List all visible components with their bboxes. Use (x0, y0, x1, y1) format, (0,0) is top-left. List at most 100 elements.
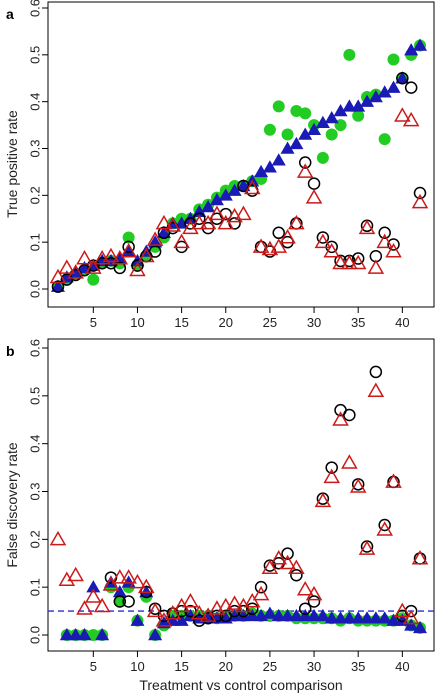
y-tick-label: 0.5 (27, 387, 42, 405)
point-red-open-triangle (270, 238, 288, 253)
point-red-open-triangle (190, 214, 208, 230)
point-red-open-triangle (85, 588, 102, 603)
y-tick-label: 0.4 (27, 93, 42, 111)
point-blue-triangle (315, 608, 330, 622)
x-tick-label: 25 (263, 315, 277, 330)
point-red-open-triangle (120, 243, 137, 258)
point-red-open-triangle (394, 602, 411, 618)
point-black-open-circle (325, 461, 338, 474)
point-blue-triangle (307, 608, 322, 622)
point-red-open-triangle (49, 268, 67, 284)
point-red-open-triangle (305, 585, 323, 601)
point-blue-triangle (156, 225, 171, 239)
y-tick-label: 0.3 (27, 139, 42, 157)
point-blue-triangle (395, 71, 410, 84)
point-red-open-triangle (146, 231, 164, 246)
point-red-open-triangle (76, 250, 93, 265)
point-blue-triangle (289, 608, 304, 622)
point-blue-triangle (298, 127, 313, 140)
x-tick-label: 25 (263, 659, 277, 674)
point-red-open-triangle (190, 604, 208, 620)
point-red-open-triangle (349, 254, 367, 270)
point-red-open-triangle (402, 609, 420, 625)
x-tick-label: 30 (307, 315, 321, 330)
point-red-open-triangle (341, 454, 358, 469)
point-red-open-triangle (288, 559, 305, 575)
point-blue-triangle (59, 628, 74, 641)
point-blue-triangle (280, 141, 295, 154)
point-blue-triangle (112, 584, 127, 598)
point-blue-triangle (130, 613, 145, 626)
point-red-open-triangle (279, 554, 296, 570)
point-red-open-triangle (323, 243, 340, 258)
point-red-open-triangle (76, 600, 93, 615)
point-blue-triangle (209, 193, 224, 206)
point-black-open-circle (307, 595, 321, 608)
point-blue-triangle (139, 584, 154, 598)
point-red-open-triangle (111, 250, 129, 265)
point-blue-triangle (386, 613, 401, 626)
point-blue-triangle (324, 611, 339, 624)
point-black-open-circle (378, 226, 391, 240)
point-red-open-triangle (226, 595, 243, 610)
point-black-open-circle (113, 261, 127, 275)
x-tick-label: 30 (307, 659, 321, 674)
point-black-open-circle (298, 602, 312, 615)
panel-b: b False discovery rate 5 10 15 20 25 30 35 40 0.… (4, 338, 435, 674)
point-blue-triangle (218, 188, 233, 201)
point-black-open-circle (281, 547, 294, 560)
point-blue-triangle (386, 80, 401, 93)
point-black-open-circle (148, 245, 162, 258)
y-tick-label: 0.2 (27, 530, 42, 548)
point-black-open-circle (316, 231, 330, 244)
y-tick-label: 0.1 (27, 233, 42, 251)
point-red-open-triangle (182, 593, 199, 608)
x-tick-label: 40 (395, 315, 409, 330)
point-green-circle (378, 133, 391, 146)
point-blue-triangle (377, 611, 392, 624)
point-red-open-triangle (129, 261, 146, 277)
point-red-open-triangle (173, 233, 190, 249)
y-tick-label: 0.0 (27, 280, 42, 298)
point-red-open-triangle (243, 179, 261, 195)
point-blue-triangle (271, 153, 286, 166)
point-blue-triangle (148, 628, 163, 641)
point-black-open-circle (193, 212, 206, 225)
y-tick-label: 0.5 (27, 46, 42, 64)
y-tick-label: 0.3 (27, 482, 42, 500)
point-red-open-triangle (155, 214, 173, 230)
point-red-open-triangle (314, 233, 332, 249)
x-tick-label: 15 (174, 315, 188, 330)
point-red-open-triangle (376, 233, 393, 249)
point-blue-triangle (351, 611, 366, 624)
point-red-open-triangle (199, 214, 217, 230)
point-black-open-circle (387, 238, 400, 251)
panel-a-ylabel: True positive rate (4, 110, 20, 218)
x-tick-label: 10 (130, 659, 144, 674)
point-red-open-triangle (288, 214, 305, 230)
point-green-circle (87, 629, 100, 641)
point-black-open-circle (378, 518, 391, 532)
point-green-circle (316, 151, 329, 164)
point-blue-triangle (307, 122, 322, 136)
panel-b-label: b (6, 343, 15, 359)
point-blue-triangle (68, 628, 83, 641)
point-black-open-circle (307, 177, 321, 190)
point-green-circle (299, 107, 312, 120)
point-blue-triangle (342, 99, 357, 112)
point-blue-triangle (377, 85, 392, 98)
point-blue-triangle (404, 43, 419, 56)
point-black-open-circle (369, 365, 383, 379)
point-green-circle (352, 109, 365, 122)
point-black-open-circle (351, 252, 365, 265)
point-black-open-circle (113, 595, 127, 608)
y-tick-label: 0.4 (27, 435, 42, 453)
point-blue-triangle (368, 89, 383, 103)
point-red-open-triangle (138, 578, 155, 594)
point-black-open-circle (122, 595, 135, 608)
point-green-circle (263, 123, 276, 136)
point-blue-triangle (360, 611, 375, 624)
point-red-open-triangle (155, 612, 173, 627)
y-tick-label: 0.6 (27, 339, 42, 357)
point-green-circle (122, 231, 135, 244)
